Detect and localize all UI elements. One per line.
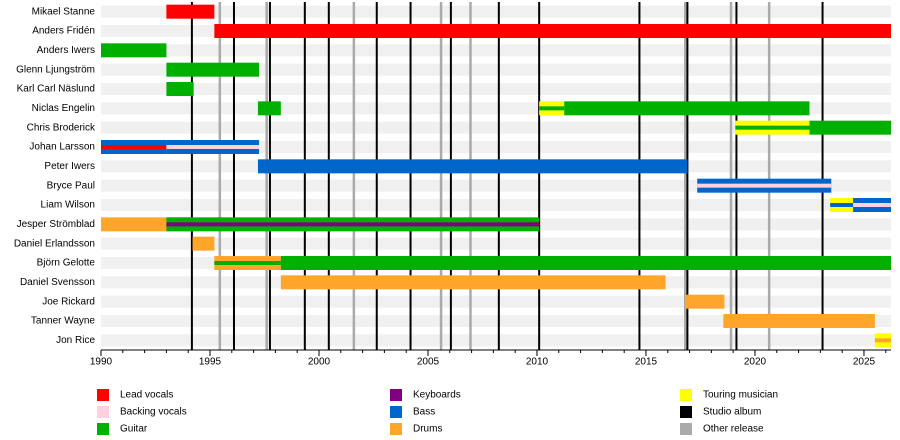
row-band — [101, 63, 891, 76]
bar-stripe — [830, 203, 854, 207]
member-name: Mikael Stanne — [32, 6, 96, 17]
bar-stripe — [874, 338, 891, 343]
bar-stripe — [214, 261, 281, 265]
bar — [723, 314, 875, 328]
x-tick-label: 2000 — [308, 357, 331, 368]
bar-stripe — [853, 203, 891, 207]
row-band — [101, 199, 891, 211]
legend-label: Lead vocals — [120, 390, 173, 401]
row-band — [101, 179, 891, 192]
legend-swatch — [680, 423, 692, 435]
x-tick-label: 1995 — [199, 357, 222, 368]
legend-swatch — [680, 389, 692, 401]
member-name: Johan Larsson — [29, 142, 95, 153]
x-tick-label: 2005 — [417, 357, 440, 368]
bar — [101, 43, 167, 58]
member-name: Liam Wilson — [41, 200, 95, 211]
row-band — [101, 121, 891, 134]
member-name: Daniel Svensson — [20, 277, 95, 288]
row-band — [101, 141, 891, 153]
x-tick-label: 2025 — [853, 357, 876, 368]
legend-label: Backing vocals — [120, 407, 187, 418]
member-name: Peter Iwers — [44, 161, 95, 172]
bar — [564, 101, 810, 116]
member-name: Daniel Erlandsson — [14, 238, 95, 249]
row-band — [101, 5, 891, 18]
bar — [280, 256, 891, 270]
legend-label: Other release — [703, 424, 764, 435]
legend-label: Studio album — [703, 407, 761, 418]
legend-label: Guitar — [120, 424, 148, 435]
bar — [192, 236, 215, 251]
row-band — [101, 315, 891, 327]
row-band — [101, 334, 891, 347]
legend-swatch — [97, 389, 109, 401]
bar-stripe — [697, 183, 832, 188]
row-band — [101, 237, 891, 250]
x-tick-label: 2015 — [635, 357, 658, 368]
bar — [685, 294, 725, 309]
bar-stripe — [166, 145, 260, 149]
member-name: Anders Fridén — [32, 26, 95, 37]
row-band — [101, 83, 891, 95]
row-band — [101, 44, 891, 57]
bar — [280, 275, 666, 290]
bar-stripe — [101, 145, 167, 149]
member-name: Karl Carl Näslund — [17, 84, 95, 95]
bar — [166, 62, 260, 77]
x-tick-label: 2010 — [526, 357, 549, 368]
member-name: Tanner Wayne — [31, 316, 96, 327]
bar — [166, 4, 215, 19]
member-name: Glenn Ljungström — [16, 64, 95, 75]
x-tick-label: 2020 — [744, 357, 767, 368]
legend-swatch — [97, 423, 109, 435]
legend-swatch — [390, 389, 402, 401]
bar — [809, 120, 891, 135]
member-name: Joe Rickard — [42, 296, 95, 307]
bar — [166, 82, 194, 96]
bar-stripe — [735, 125, 810, 130]
bar-stripe — [166, 222, 540, 227]
member-name: Bryce Paul — [47, 180, 95, 191]
bar — [257, 159, 688, 174]
legend-label: Keyboards — [413, 390, 461, 401]
member-name: Anders Iwers — [37, 45, 95, 56]
legend-label: Touring musician — [703, 390, 778, 401]
bar — [257, 101, 281, 116]
legend-swatch — [97, 406, 109, 418]
member-name: Jon Rice — [56, 335, 95, 346]
member-name: Niclas Engelin — [32, 103, 95, 114]
legend-label: Drums — [413, 424, 442, 435]
member-name: Jesper Strömblad — [17, 219, 95, 230]
legend-swatch — [390, 406, 402, 418]
member-name: Björn Gelotte — [37, 258, 96, 269]
bar-stripe — [539, 106, 565, 111]
legend-swatch — [680, 406, 692, 418]
legend-swatch — [390, 423, 402, 435]
member-name: Chris Broderick — [27, 122, 96, 133]
x-tick-label: 1990 — [90, 357, 113, 368]
legend-label: Bass — [413, 407, 435, 418]
bar — [214, 24, 891, 38]
